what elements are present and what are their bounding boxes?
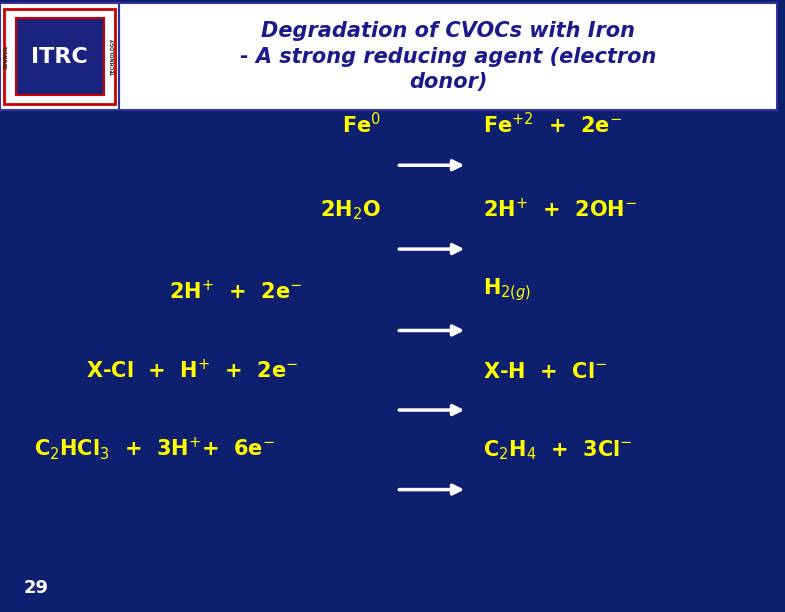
Text: H$_{2(g)}$: H$_{2(g)}$: [483, 276, 531, 303]
Text: X-H  +  Cl$^{-}$: X-H + Cl$^{-}$: [483, 362, 607, 382]
Text: Fe$^{0}$: Fe$^{0}$: [341, 113, 381, 138]
Text: 2H$_{2}$O: 2H$_{2}$O: [320, 198, 381, 222]
Text: TECHNOLOGY: TECHNOLOGY: [111, 38, 115, 75]
Text: C$_{2}$H$_{4}$  +  3Cl$^{-}$: C$_{2}$H$_{4}$ + 3Cl$^{-}$: [483, 438, 632, 462]
Bar: [0, 3, 119, 110]
Text: Fe$^{+2}$  +  2e$^{-}$: Fe$^{+2}$ + 2e$^{-}$: [483, 113, 622, 138]
Text: Degradation of CVOCs with Iron
- A strong reducing agent (electron
donor): Degradation of CVOCs with Iron - A stron…: [240, 21, 656, 92]
Text: X-Cl  +  H$^{+}$  +  2e$^{-}$: X-Cl + H$^{+}$ + 2e$^{-}$: [86, 359, 298, 382]
Text: ITRC: ITRC: [31, 47, 88, 67]
Bar: [119, 3, 777, 110]
Text: COUNCIL: COUNCIL: [4, 45, 9, 69]
Bar: [4, 9, 115, 104]
Text: C$_{2}$HCl$_{3}$  +  3H$^{+}$+  6e$^{-}$: C$_{2}$HCl$_{3}$ + 3H$^{+}$+ 6e$^{-}$: [34, 435, 275, 462]
Bar: [16, 18, 104, 95]
Text: 29: 29: [24, 578, 49, 597]
Text: 2H$^{+}$  +  2e$^{-}$: 2H$^{+}$ + 2e$^{-}$: [169, 280, 302, 303]
Text: 2H$^{+}$  +  2OH$^{-}$: 2H$^{+}$ + 2OH$^{-}$: [483, 198, 637, 222]
